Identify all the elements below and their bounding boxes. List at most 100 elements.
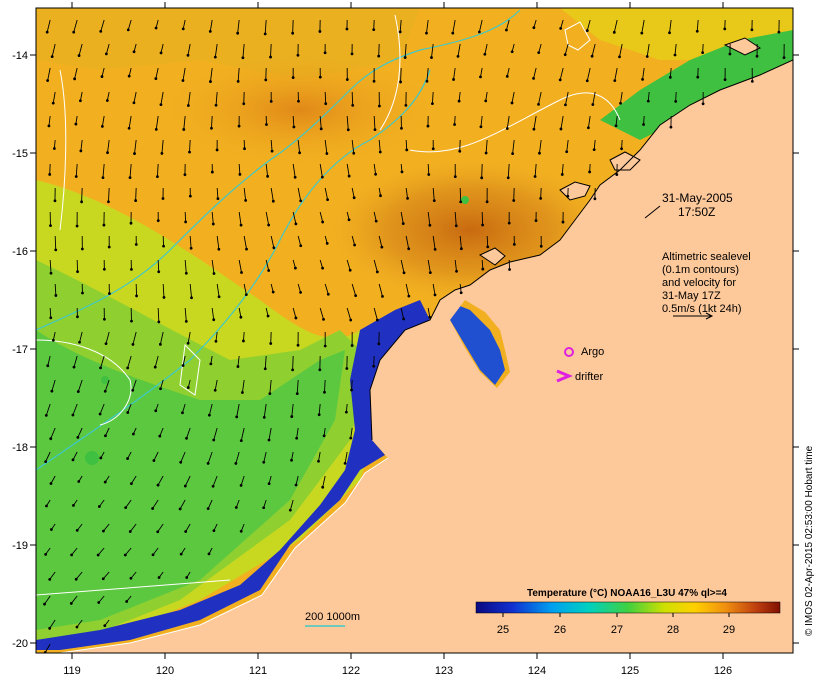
- velocity-arrow-head: [512, 199, 516, 202]
- velocity-arrow-head: [44, 413, 48, 417]
- velocity-arrow: [263, 403, 267, 418]
- velocity-arrow: [182, 355, 186, 366]
- velocity-arrow-head: [157, 320, 161, 324]
- velocity-arrow-head: [354, 294, 358, 298]
- velocity-arrow: [427, 307, 431, 318]
- velocity-arrow-head: [268, 392, 272, 396]
- velocity-arrow-head: [234, 506, 238, 509]
- velocity-arrow-head: [188, 194, 192, 198]
- velocity-arrow-head: [511, 152, 515, 156]
- colorbar-tick-label: 29: [723, 624, 735, 636]
- velocity-arrow: [324, 379, 326, 393]
- velocity-arrow-head: [79, 149, 83, 153]
- sealevel-contour: [36, 579, 231, 596]
- velocity-arrow-head: [75, 625, 79, 629]
- velocity-arrow: [213, 427, 218, 441]
- velocity-arrow-head: [209, 80, 212, 83]
- velocity-arrow-head: [267, 438, 271, 442]
- velocity-arrow-head: [210, 170, 214, 174]
- velocity-arrow-head: [456, 54, 460, 58]
- velocity-arrow: [81, 187, 83, 202]
- velocity-arrow: [587, 115, 591, 128]
- velocity-arrow-head: [431, 147, 435, 151]
- velocity-arrow-head: [299, 199, 303, 203]
- velocity-arrow: [160, 379, 164, 389]
- colorbar: [475, 601, 781, 614]
- velocity-arrow: [49, 571, 56, 580]
- velocity-arrow-head: [186, 53, 190, 57]
- velocity-arrow-head: [49, 528, 53, 531]
- coastline: [369, 59, 793, 441]
- velocity-arrow-head: [777, 30, 781, 34]
- velocity-arrow: [318, 451, 321, 462]
- velocity-arrow-head: [151, 507, 155, 510]
- velocity-arrow: [534, 163, 537, 177]
- velocity-arrow-head: [128, 176, 132, 180]
- velocity-arrow-head: [210, 126, 213, 130]
- velocity-arrow: [72, 451, 78, 461]
- colorbar-tick-label: 28: [667, 624, 679, 636]
- velocity-arrow: [235, 451, 240, 464]
- velocity-arrow-head: [156, 483, 160, 487]
- velocity-arrow-head: [159, 51, 163, 55]
- velocity-arrow-head: [76, 315, 79, 319]
- velocity-arrow: [620, 91, 623, 104]
- velocity-arrow: [591, 43, 596, 57]
- velocity-arrow-head: [267, 223, 271, 227]
- lat-tick-label: -20: [12, 638, 28, 650]
- time-pointer: [644, 205, 661, 219]
- velocity-arrow-head: [294, 316, 298, 320]
- velocity-arrow-head: [106, 151, 109, 155]
- velocity-arrow-head: [318, 368, 322, 372]
- velocity-arrow-head: [381, 294, 384, 298]
- sealevel-contour: [36, 339, 132, 426]
- velocity-arrow-head: [296, 53, 300, 57]
- velocity-arrow: [373, 163, 377, 175]
- velocity-arrow: [54, 283, 57, 296]
- velocity-arrow-head: [157, 576, 161, 579]
- velocity-arrow: [586, 67, 591, 81]
- velocity-arrow-head: [263, 32, 267, 36]
- velocity-arrow-head: [428, 223, 432, 227]
- velocity-arrow-head: [479, 75, 482, 79]
- velocity-arrow-head: [377, 342, 381, 346]
- velocity-arrow: [216, 235, 220, 250]
- velocity-arrow: [486, 235, 489, 247]
- velocity-arrow: [49, 259, 52, 274]
- velocity-arrow: [405, 235, 410, 249]
- lon-tick-label: 122: [342, 665, 360, 677]
- velocity-arrow-head: [566, 194, 570, 198]
- velocity-arrow-head: [189, 246, 193, 250]
- velocity-arrow-head: [350, 388, 353, 392]
- ocean-north-yellow: [36, 8, 793, 60]
- velocity-arrow-head: [134, 199, 138, 202]
- velocity-arrow-head: [107, 200, 110, 204]
- velocity-arrow-head: [245, 247, 248, 251]
- velocity-arrow-head: [642, 123, 645, 126]
- sst-patch: [101, 376, 109, 384]
- altimetry-note-line-3: and velocity for: [662, 277, 736, 289]
- velocity-arrow-head: [153, 365, 157, 369]
- velocity-arrow-head: [344, 410, 348, 414]
- velocity-arrow-head: [126, 366, 130, 370]
- velocity-arrow: [184, 475, 191, 487]
- velocity-arrow: [346, 307, 352, 321]
- velocity-arrow-head: [103, 624, 107, 628]
- velocity-arrow-head: [74, 122, 78, 126]
- velocity-arrow: [124, 547, 132, 556]
- velocity-arrow-head: [399, 80, 402, 84]
- velocity-arrow: [54, 235, 57, 250]
- lon-tick-label: 119: [63, 665, 81, 677]
- velocity-arrow: [399, 19, 402, 32]
- velocity-arrow: [157, 475, 164, 486]
- velocity-arrow-head: [152, 459, 156, 462]
- velocity-arrow-head: [80, 200, 83, 204]
- velocity-arrow: [51, 43, 56, 57]
- land-mass: [60, 60, 793, 653]
- colorbar-title: Temperature (°C) NOAA16_L3U 47% ql>=4: [527, 588, 727, 599]
- velocity-arrow-head: [294, 266, 297, 270]
- velocity-arrow-head: [236, 79, 240, 83]
- velocity-arrow: [263, 451, 267, 463]
- velocity-arrow: [238, 259, 242, 273]
- velocity-arrow: [180, 451, 186, 463]
